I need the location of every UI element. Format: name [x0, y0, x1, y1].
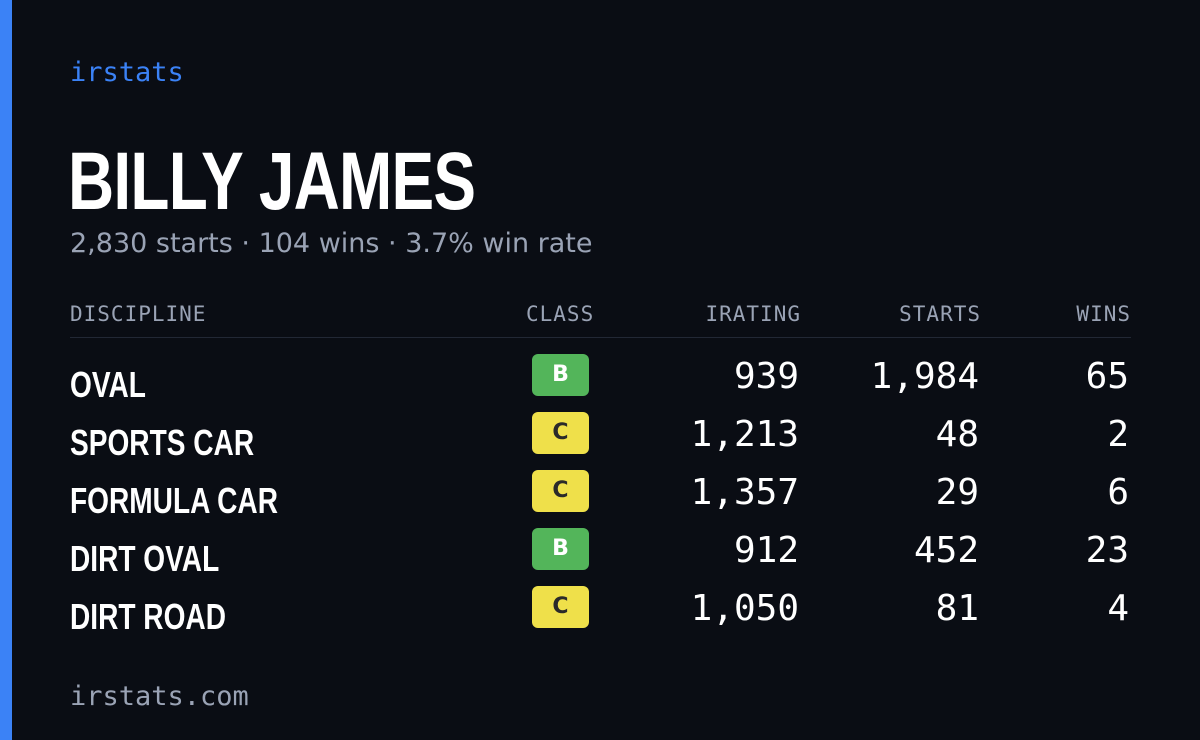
class-badge: C — [532, 470, 589, 512]
irating-value: 939 — [733, 356, 799, 397]
starts-value: 29 — [935, 472, 979, 513]
header-divider — [70, 337, 1131, 338]
table-row: DIRT ROAD C 1,050 81 4 — [0, 586, 1200, 644]
discipline-label: SPORTS CAR — [70, 422, 255, 463]
accent-bar — [0, 0, 12, 740]
column-header-discipline: DISCIPLINE — [70, 302, 207, 326]
column-header-irating: IRATING — [705, 302, 801, 326]
footer-url[interactable]: irstats.com — [70, 681, 249, 712]
discipline-label: DIRT ROAD — [70, 596, 226, 637]
table-row: SPORTS CAR C 1,213 48 2 — [0, 412, 1200, 470]
brand-logo[interactable]: irstats — [70, 57, 184, 88]
irating-value: 912 — [733, 530, 799, 571]
column-header-wins: WINS — [1076, 302, 1131, 326]
wins-value: 6 — [1107, 472, 1129, 513]
table-row: DIRT OVAL B 912 452 23 — [0, 528, 1200, 586]
table-row: FORMULA CAR C 1,357 29 6 — [0, 470, 1200, 528]
starts-value: 81 — [935, 588, 979, 629]
discipline-label: OVAL — [70, 364, 146, 405]
irating-value: 1,357 — [690, 472, 799, 513]
wins-value: 2 — [1107, 414, 1129, 455]
discipline-label: FORMULA CAR — [70, 480, 278, 521]
irating-value: 1,213 — [690, 414, 799, 455]
starts-value: 452 — [913, 530, 979, 571]
class-badge: C — [532, 412, 589, 454]
starts-value: 1,984 — [870, 356, 979, 397]
class-badge: C — [532, 586, 589, 628]
discipline-label: DIRT OVAL — [70, 538, 220, 579]
wins-value: 4 — [1107, 588, 1129, 629]
class-badge: B — [532, 354, 589, 396]
column-header-class: CLASS — [526, 302, 595, 326]
wins-value: 65 — [1085, 356, 1129, 397]
wins-value: 23 — [1085, 530, 1129, 571]
class-badge: B — [532, 528, 589, 570]
column-header-starts: STARTS — [899, 302, 981, 326]
irating-value: 1,050 — [690, 588, 799, 629]
starts-value: 48 — [935, 414, 979, 455]
driver-name: BILLY JAMES — [68, 136, 476, 227]
table-row: OVAL B 939 1,984 65 — [0, 354, 1200, 412]
driver-summary: 2,830 starts · 104 wins · 3.7% win rate — [70, 228, 593, 259]
